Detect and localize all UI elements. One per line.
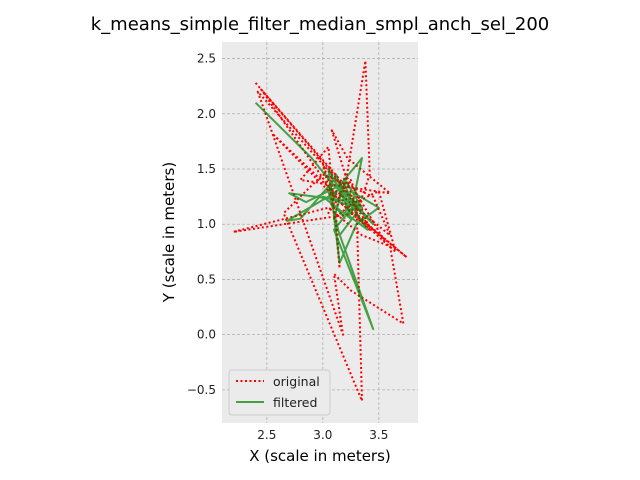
y-axis-label: Y (scale in meters): [160, 162, 178, 303]
legend: original filtered: [228, 369, 331, 416]
x-axis-label: X (scale in meters): [249, 447, 391, 465]
y-tick-label: 2.0: [197, 107, 216, 121]
x-tick-label: 2.5: [257, 428, 276, 442]
chart-title: k_means_simple_filter_median_smpl_anch_s…: [91, 14, 550, 35]
legend-filtered-label: filtered: [273, 395, 317, 410]
series-layer: [232, 59, 408, 402]
y-tick-label: 1.0: [197, 217, 216, 231]
series-original-line: [232, 59, 408, 402]
x-tick-label: 3.0: [313, 428, 332, 442]
legend-original-label: original: [273, 374, 320, 389]
x-tick-label: 3.5: [369, 428, 388, 442]
y-tick-label: 1.5: [197, 162, 216, 176]
y-tick-label: 0.5: [197, 272, 216, 286]
plot-area: [222, 42, 418, 423]
y-tick-label: 2.5: [197, 52, 216, 66]
y-axis-ticks: −0.5 0.0 0.5 1.0 1.5 2.0 2.5: [187, 52, 216, 397]
y-tick-label: −0.5: [187, 383, 216, 397]
series-filtered-line: [254, 101, 380, 331]
x-axis-ticks: 2.5 3.0 3.5: [257, 428, 388, 442]
y-tick-label: 0.0: [197, 328, 216, 342]
